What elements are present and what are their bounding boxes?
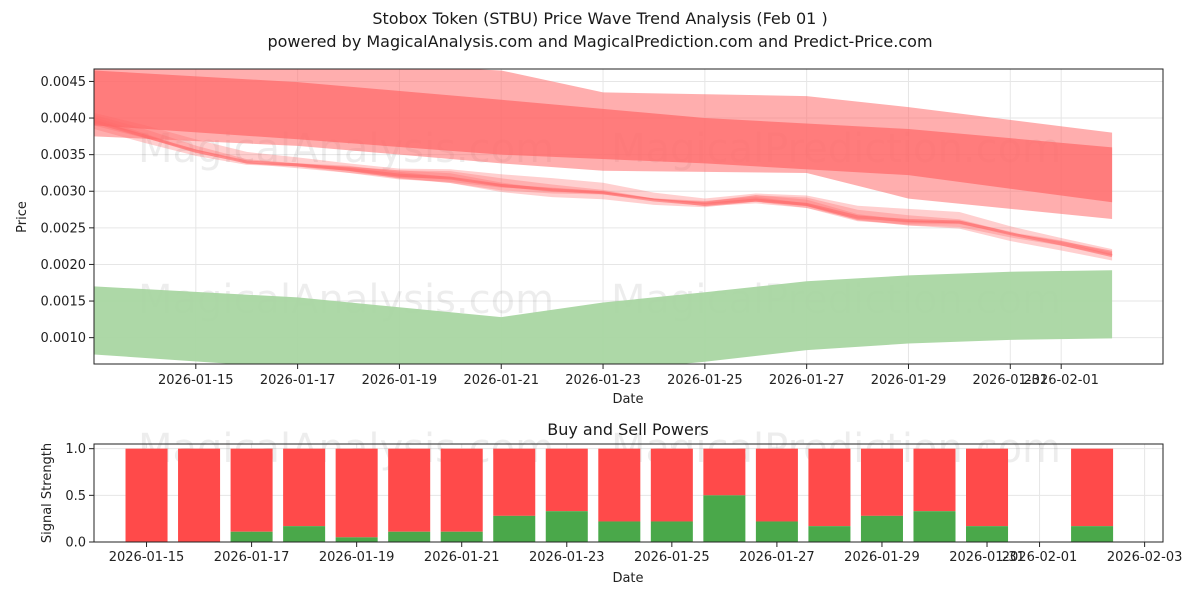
power-x-tick-label: 2026-02-01	[1002, 550, 1078, 565]
power-panel-title: Buy and Sell Powers	[547, 420, 709, 439]
power-x-tick-label: 2026-01-27	[739, 550, 815, 565]
price-wave-band	[94, 112, 1113, 261]
price-x-tick-label: 2026-01-23	[565, 373, 641, 388]
price-x-tick-label: 2026-01-31	[973, 373, 1049, 388]
price-y-axis-label: Price	[15, 201, 30, 233]
price-y-tick-label: 0.0020	[41, 258, 87, 273]
price-x-axis-label: Date	[612, 392, 643, 407]
power-x-tick-label: 2026-01-19	[319, 550, 395, 565]
sell-power-bar	[335, 448, 378, 538]
price-y-tick-label: 0.0040	[41, 112, 87, 127]
sell-power-bar	[440, 448, 483, 532]
sell-power-bar	[755, 448, 798, 522]
power-x-tick-label: 2026-01-15	[109, 550, 185, 565]
chart-subtitle: powered by MagicalAnalysis.com and Magic…	[267, 32, 933, 51]
price-x-tick-label: 2026-01-17	[260, 373, 336, 388]
buy-power-bar	[650, 521, 693, 542]
buy-power-bar	[388, 531, 431, 542]
sell-power-bar	[388, 448, 431, 532]
power-x-tick-label: 2026-01-17	[214, 550, 290, 565]
price-y-tick-label: 0.0015	[41, 295, 87, 310]
power-x-tick-label: 2026-01-21	[424, 550, 500, 565]
sell-power-bar	[703, 448, 746, 496]
sell-power-bar	[650, 448, 693, 522]
buy-power-bar	[440, 531, 483, 542]
power-y-tick-label: 0.5	[65, 489, 86, 504]
buy-power-bar	[755, 521, 798, 542]
power-y-axis-label: Signal Strength	[40, 443, 55, 543]
price-x-tick-label: 2026-01-19	[362, 373, 438, 388]
sell-power-bar	[1071, 448, 1114, 527]
price-panel-frame	[93, 68, 1164, 365]
sell-power-bar	[913, 448, 956, 512]
buy-power-bar	[913, 511, 956, 542]
sell-power-bar	[493, 448, 536, 516]
price-wave-band	[94, 114, 1113, 256]
sell-power-bar	[860, 448, 903, 516]
sell-power-bar	[545, 448, 588, 512]
upper-red-trend-band	[94, 70, 1113, 203]
buy-power-bar	[283, 526, 326, 542]
power-y-tick-label: 1.0	[65, 442, 86, 457]
buy-power-bar	[335, 537, 378, 542]
buy-power-bar	[860, 515, 903, 542]
power-x-tick-label: 2026-01-31	[949, 550, 1025, 565]
buy-power-bar	[966, 526, 1009, 542]
sell-power-bar	[598, 448, 641, 522]
buy-power-bar	[545, 511, 588, 542]
price-y-tick-label: 0.0035	[41, 148, 87, 163]
sell-power-bar	[230, 448, 273, 532]
buy-power-bar	[230, 531, 273, 542]
price-y-tick-label: 0.0025	[41, 221, 87, 236]
price-y-tick-label: 0.0045	[41, 75, 87, 90]
price-wave-band	[94, 116, 1113, 255]
buy-power-bar	[598, 521, 641, 542]
price-y-tick-label: 0.0010	[41, 331, 87, 346]
power-panel-frame	[93, 443, 1164, 543]
price-x-tick-label: 2026-01-25	[667, 373, 743, 388]
price-x-tick-label: 2026-01-29	[871, 373, 947, 388]
power-y-tick-label: 0.0	[65, 536, 86, 551]
price-y-tick-label: 0.0030	[41, 185, 87, 200]
buy-power-bar	[1071, 526, 1114, 542]
chart-title: Stobox Token (STBU) Price Wave Trend Ana…	[372, 9, 828, 28]
sell-power-bar	[178, 448, 221, 542]
buy-power-bar	[808, 526, 851, 542]
power-x-axis-label: Date	[612, 571, 643, 586]
sell-power-bar	[283, 448, 326, 527]
price-x-tick-label: 2026-01-15	[158, 373, 234, 388]
power-x-tick-label: 2026-01-29	[844, 550, 920, 565]
price-wave-line	[93, 120, 1113, 258]
sell-power-bar	[808, 448, 851, 527]
sell-power-bar	[966, 448, 1009, 527]
price-x-tick-label: 2026-02-01	[1023, 373, 1099, 388]
buy-power-bar	[493, 515, 536, 542]
price-x-tick-label: 2026-01-27	[769, 373, 845, 388]
sell-power-bar	[125, 448, 168, 542]
price-x-tick-label: 2026-01-21	[463, 373, 539, 388]
power-x-tick-label: 2026-02-03	[1107, 550, 1183, 565]
buy-power-bar	[703, 495, 746, 542]
green-support-band	[94, 270, 1113, 364]
power-x-tick-label: 2026-01-25	[634, 550, 710, 565]
power-x-tick-label: 2026-01-23	[529, 550, 605, 565]
